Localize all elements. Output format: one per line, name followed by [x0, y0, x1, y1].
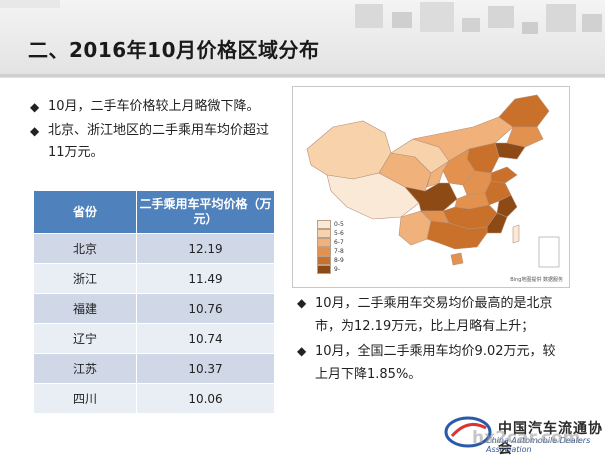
table-row: 浙江 11.49 [33, 263, 275, 294]
price-cell: 10.74 [136, 323, 275, 354]
table-row: 辽宁 10.74 [33, 323, 275, 354]
site-watermark: hx2car.com [472, 428, 581, 448]
table-header-row: 省份 二手乘用车平均价格（万元） [33, 190, 275, 234]
province-cell: 福建 [33, 293, 137, 324]
slide-header: 二、2016年10月价格区域分布 [0, 0, 605, 78]
map-region-zhejiang [496, 194, 518, 218]
map-legend: 0-5 5-6 6-7 7-8 8-9 9- [317, 220, 344, 274]
legend-item: 9- [317, 265, 344, 274]
cada-emblem-icon [444, 416, 492, 448]
header-divider [0, 74, 605, 77]
table-row: 江苏 10.37 [33, 353, 275, 384]
map-region-jilin [506, 126, 544, 148]
price-cell: 10.37 [136, 353, 275, 384]
table-row: 福建 10.76 [33, 293, 275, 324]
legend-swatch [317, 247, 331, 256]
logo-subtitle: China Automobile Dealers Association [486, 436, 591, 454]
china-price-map: 0-5 5-6 6-7 7-8 8-9 9- Bing地图 [292, 86, 570, 288]
legend-label: 5-6 [334, 230, 344, 237]
legend-label: 7-8 [334, 248, 344, 255]
map-region-xinjiang [306, 120, 392, 180]
header-decoration [0, 0, 602, 34]
legend-item: 7-8 [317, 247, 344, 256]
map-region-inner-mongolia [412, 116, 514, 162]
map-region-tibet [326, 172, 420, 220]
legend-label: 0-5 [334, 221, 344, 228]
legend-item: 5-6 [317, 229, 344, 238]
left-bullet-list: ◆ 10月，二手车价格较上月略微下降。 ◆ 北京、浙江地区的二手乘用车均价超过1… [30, 96, 280, 166]
legend-swatch [317, 256, 331, 265]
map-region-heilongjiang [498, 94, 550, 128]
province-cell: 江苏 [33, 353, 137, 384]
diamond-bullet-icon: ◆ [297, 344, 307, 358]
legend-item: 6-7 [317, 238, 344, 247]
logo-text: 中国汽车流通协会 [498, 421, 603, 457]
map-region-taiwan [512, 224, 520, 244]
price-cell: 11.49 [136, 263, 275, 294]
bullet-text: 10月，全国二手乘用车均价9.02万元，较上月下降1.85%。 [315, 344, 556, 382]
column-header-price: 二手乘用车平均价格（万元） [136, 190, 275, 234]
price-cell: 10.06 [136, 383, 275, 414]
map-region-shandong [490, 166, 518, 184]
bullet-item: ◆ 10月，二手车价格较上月略微下降。 [30, 96, 280, 118]
price-cell: 12.19 [136, 233, 275, 264]
legend-item: 0-5 [317, 220, 344, 229]
price-cell: 10.76 [136, 293, 275, 324]
south-sea-inset [538, 236, 560, 268]
legend-swatch [317, 265, 331, 274]
bullet-text: 10月，二手乘用车交易均价最高的是北京市，为12.19万元，比上月略有上升； [315, 296, 553, 334]
table-row: 四川 10.06 [33, 383, 275, 414]
bullet-text: 北京、浙江地区的二手乘用车均价超过11万元。 [48, 123, 270, 160]
legend-swatch [317, 229, 331, 238]
bullet-item: ◆ 10月，全国二手乘用车均价9.02万元，较上月下降1.85%。 [297, 340, 567, 386]
province-cell: 四川 [33, 383, 137, 414]
table-row: 北京 12.19 [33, 233, 275, 264]
right-bullet-list: ◆ 10月，二手乘用车交易均价最高的是北京市，为12.19万元，比上月略有上升；… [297, 292, 567, 388]
diamond-bullet-icon: ◆ [30, 124, 40, 138]
province-cell: 浙江 [33, 263, 137, 294]
china-map-graphic [306, 94, 560, 268]
province-cell: 辽宁 [33, 323, 137, 354]
legend-swatch [317, 220, 331, 229]
cada-logo: 中国汽车流通协会 China Automobile Dealers Associ… [438, 410, 605, 458]
page-title: 二、2016年10月价格区域分布 [28, 38, 320, 62]
province-cell: 北京 [33, 233, 137, 264]
legend-label: 6-7 [334, 239, 344, 246]
column-header-province: 省份 [33, 190, 137, 234]
diamond-bullet-icon: ◆ [30, 100, 40, 114]
map-region-ningxia [426, 160, 450, 188]
legend-label: 8-9 [334, 257, 344, 264]
legend-item: 8-9 [317, 256, 344, 265]
bullet-text: 10月，二手车价格较上月略微下降。 [48, 99, 260, 114]
map-region-fujian [486, 212, 508, 234]
bullet-item: ◆ 10月，二手乘用车交易均价最高的是北京市，为12.19万元，比上月略有上升； [297, 292, 567, 338]
map-region-hainan [450, 252, 464, 266]
legend-label: 9- [334, 266, 340, 273]
bullet-item: ◆ 北京、浙江地区的二手乘用车均价超过11万元。 [30, 120, 280, 164]
legend-swatch [317, 238, 331, 247]
diamond-bullet-icon: ◆ [297, 296, 307, 310]
map-source-credit: Bing地图提供 数据服务 [510, 277, 563, 283]
map-region-guangdong [426, 220, 488, 250]
price-table: 省份 二手乘用车平均价格（万元） 北京 12.19 浙江 11.49 福建 10… [33, 190, 275, 414]
